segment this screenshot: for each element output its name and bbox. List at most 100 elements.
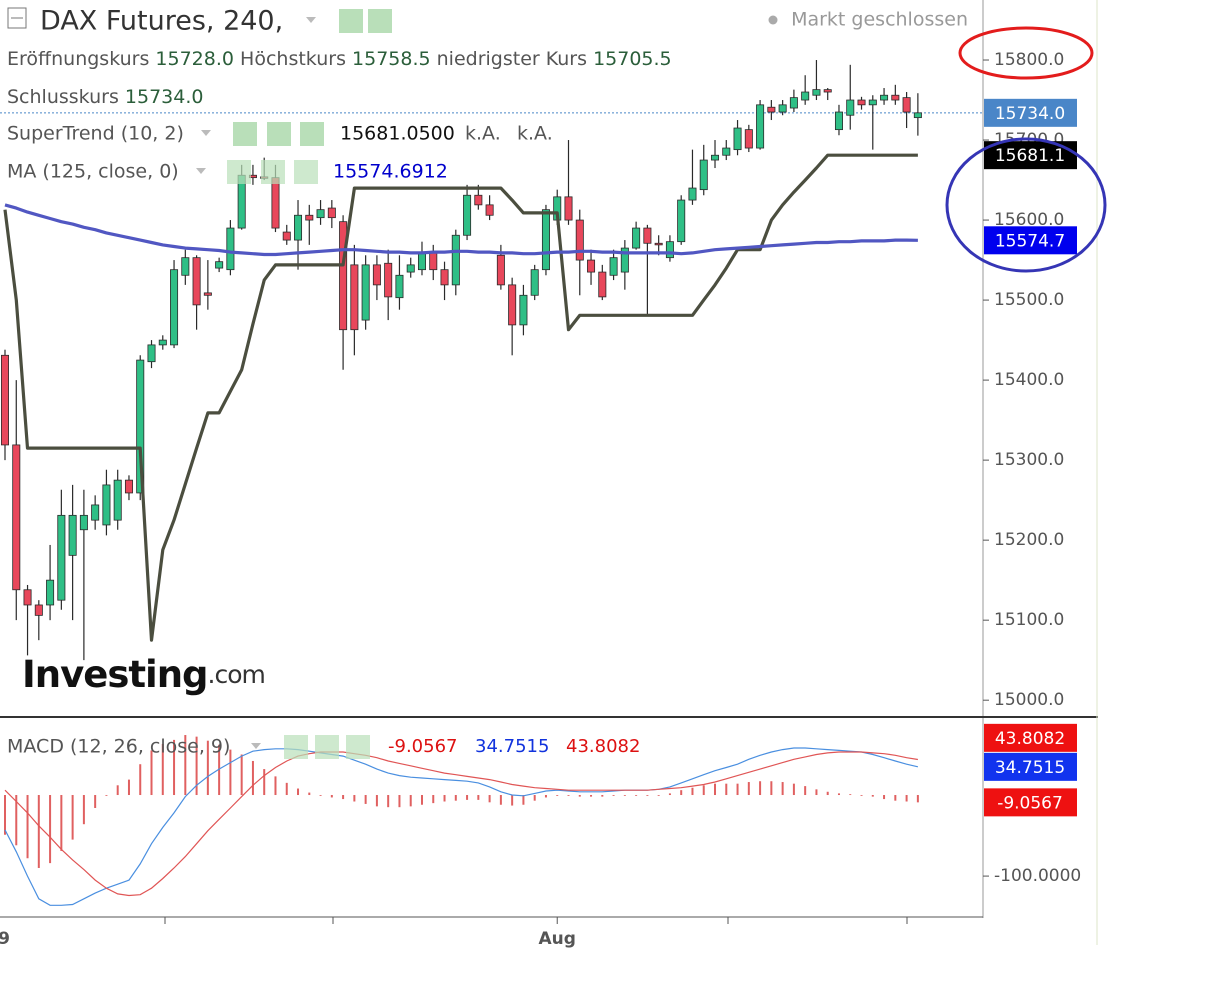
indicator-line: [4, 203, 918, 257]
candle-body: [632, 227, 641, 249]
histogram-bar: [702, 785, 705, 796]
histogram-bar: [420, 795, 423, 805]
close-icon[interactable]: [294, 160, 318, 184]
histogram-bar: [826, 791, 829, 796]
dropdown[interactable]: [201, 130, 211, 136]
histogram-bar: [251, 760, 254, 796]
eye-icon[interactable]: [284, 735, 308, 759]
histogram-bar: [499, 795, 502, 805]
histogram-bar: [511, 795, 514, 806]
histogram-bar: [556, 795, 559, 796]
histogram-bar: [759, 781, 762, 796]
y-tick-label: 15300.0: [994, 450, 1064, 470]
histogram-bar: [691, 787, 694, 796]
y-tick-label: 15800.0: [994, 50, 1064, 70]
histogram-bar: [116, 785, 119, 796]
histogram-bar: [544, 795, 547, 798]
status-dot: [768, 15, 778, 25]
histogram-bar: [736, 783, 739, 796]
candle-body: [203, 292, 212, 296]
candle-body: [564, 196, 573, 221]
histogram-bar: [601, 795, 604, 797]
histogram-bar: [297, 788, 300, 796]
x-tick-label: 9: [0, 929, 10, 949]
candle-body: [598, 271, 607, 298]
candle-body: [801, 91, 810, 101]
indicator-name: SuperTrend (10, 2): [7, 123, 184, 145]
histogram-bar: [206, 740, 209, 796]
candle-body: [913, 112, 922, 119]
dropdown[interactable]: [196, 168, 206, 174]
candle-body: [372, 264, 381, 286]
indicator-name: MACD (12, 26, close, 9): [7, 736, 230, 758]
histogram-bar: [139, 764, 142, 796]
candle-body: [699, 159, 708, 191]
dropdown[interactable]: [251, 743, 261, 749]
candle-body: [136, 359, 145, 494]
logo-brand: Investing: [22, 653, 208, 696]
indicator-name: MA (125, close, 0): [7, 161, 179, 183]
logo-suffix: .com: [208, 660, 265, 689]
candle-body: [823, 89, 832, 93]
candle-body: [891, 94, 900, 101]
candle-body: [643, 227, 652, 244]
dropdown[interactable]: [306, 17, 316, 23]
histogram-bar: [26, 795, 29, 859]
candle-body: [722, 147, 731, 156]
histogram-bar: [161, 743, 164, 796]
histogram-bar: [387, 795, 390, 808]
histogram-bar: [792, 783, 795, 796]
price-badge-label: -9.0567: [997, 793, 1063, 813]
candle-body: [474, 194, 483, 206]
gear-icon[interactable]: [368, 9, 392, 33]
candle-body: [744, 129, 753, 149]
ohlc-legend: Schlusskurs 15734.0: [7, 86, 203, 108]
histogram-bar: [229, 749, 232, 796]
histogram-bar: [94, 795, 97, 808]
histogram-bar: [804, 786, 807, 796]
eye-icon[interactable]: [339, 9, 363, 33]
candle-body: [34, 604, 43, 616]
histogram-bar: [578, 795, 581, 797]
histogram-bar: [905, 795, 908, 802]
histogram-bar: [82, 795, 85, 825]
histogram-bar: [781, 782, 784, 796]
market-status: Markt geschlossen: [791, 9, 968, 31]
histogram-bar: [409, 795, 412, 807]
price-badge: [984, 752, 1077, 781]
histogram-bar: [375, 795, 378, 807]
eye-icon[interactable]: [227, 160, 251, 184]
candle-body: [868, 99, 877, 106]
candle-body: [57, 514, 66, 601]
price-badge-label: 15574.7: [995, 231, 1065, 251]
eye-icon[interactable]: [233, 122, 257, 146]
gear-icon[interactable]: [267, 122, 291, 146]
histogram-bar: [398, 795, 401, 808]
gear-icon[interactable]: [315, 735, 339, 759]
histogram-bar: [454, 795, 457, 801]
gear-icon[interactable]: [261, 160, 285, 184]
histogram-bar: [15, 795, 18, 846]
histogram-bar: [916, 795, 919, 803]
candle-body: [609, 257, 618, 276]
logo: Investing.com: [22, 653, 265, 696]
histogram-bar: [285, 782, 288, 796]
plot: [0, 60, 983, 906]
candle-body: [350, 264, 359, 331]
histogram-bar: [725, 783, 728, 796]
close-icon[interactable]: [346, 735, 370, 759]
collapse-icon[interactable]: [7, 7, 27, 29]
price-badge-label: 43.8082: [995, 729, 1065, 749]
indicator-value: -9.0567: [388, 736, 457, 757]
y-tick-label: 15000.0: [994, 690, 1064, 710]
histogram-bar: [815, 789, 818, 796]
candle-body: [620, 247, 629, 273]
candle-body: [124, 479, 133, 494]
histogram-bar: [319, 795, 322, 796]
histogram-bar: [218, 744, 221, 796]
histogram-bar: [646, 795, 649, 796]
candle-body: [756, 104, 765, 149]
histogram-bar: [49, 795, 52, 864]
close-icon[interactable]: [300, 122, 324, 146]
